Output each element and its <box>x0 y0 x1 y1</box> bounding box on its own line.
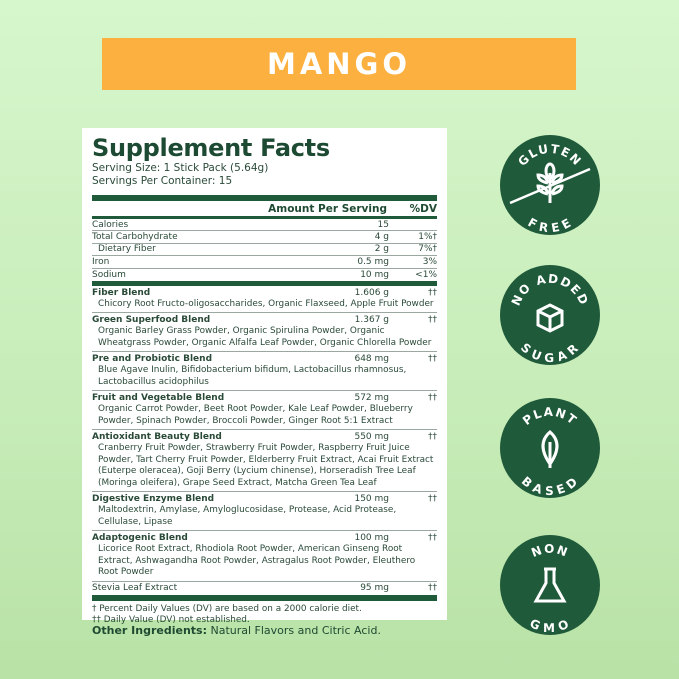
badge-gluten: GLUTEN FREE <box>498 133 602 237</box>
row-dv: <1% <box>415 269 437 280</box>
badge-top-text: NON <box>529 542 569 560</box>
row-amount: 2 g <box>374 244 389 255</box>
blend-ingredients: Blue Agave Inulin, Bifidobacterium bifid… <box>98 365 407 387</box>
svg-text:GMO: GMO <box>528 616 572 635</box>
blend-row: Green Superfood Blend 1.367 g †† Organic Ba… <box>92 313 437 353</box>
blend-row: Adaptogenic Blend 100 mg †† Licorice Root E… <box>92 531 437 582</box>
row-dv: 3% <box>422 256 437 267</box>
footnote: † Percent Daily Values (DV) are based on… <box>92 604 362 615</box>
other-ingredients: Other Ingredients: Natural Flavors and C… <box>92 624 381 637</box>
flavor-label: MANGO <box>266 47 412 81</box>
blend-amount: 150 mg <box>354 494 389 505</box>
blend-dv: †† <box>428 494 437 505</box>
blend-name: Digestive Enzyme Blend <box>92 494 215 505</box>
blend-ingredients: Cranberry Fruit Powder, Strawberry Fruit… <box>98 443 434 488</box>
blend-row: Pre and Probiotic Blend 648 mg †† Blue Agav… <box>92 352 437 392</box>
row-name: Calories <box>92 219 129 230</box>
blend-row: Digestive Enzyme Blend 150 mg †† Maltodextr… <box>92 492 437 532</box>
blend-row: Fruit and Vegetable Blend 572 mg †† Organic… <box>92 391 437 431</box>
amount-header: Amount Per Serving <box>268 202 387 215</box>
badge-bottom-text: GMO <box>528 616 571 635</box>
footnotes: † Percent Daily Values (DV) are based on… <box>92 604 437 626</box>
flavor-banner: MANGO <box>102 38 576 90</box>
blend-ingredients: Licorice Root Extract, Rhodiola Root Pow… <box>98 544 416 578</box>
blend-name: Pre and Probiotic Blend <box>92 354 213 365</box>
servings-per-container: Servings Per Container: 15 <box>92 174 233 187</box>
divider-bar <box>92 195 437 201</box>
row-amount: 95 mg <box>360 583 389 594</box>
dv-header: %DV <box>409 202 437 215</box>
row-amount: 0.5 mg <box>357 256 389 267</box>
blend-name: Fiber Blend <box>92 287 151 298</box>
blend-name: Green Superfood Blend <box>92 315 211 326</box>
wheat-icon <box>536 162 564 203</box>
blend-amount: 1.367 g <box>354 315 389 326</box>
blend-name: Adaptogenic Blend <box>92 533 188 544</box>
svg-text:NON: NON <box>529 542 570 560</box>
row-name: Sodium <box>92 269 126 280</box>
nutrient-row: Total Carbohydrate 4 g 1%† <box>92 231 437 244</box>
blend-dv: †† <box>428 432 437 443</box>
row-amount: 15 <box>377 219 389 230</box>
row-name: Stevia Leaf Extract <box>92 583 178 594</box>
blend-dv: †† <box>428 315 437 326</box>
row-dv: †† <box>428 583 437 594</box>
blend-name: Antioxidant Beauty Blend <box>92 432 222 443</box>
blend-amount: 648 mg <box>354 354 389 365</box>
row-dv: 1%† <box>418 232 437 243</box>
serving-size: Serving Size: 1 Stick Pack (5.64g) <box>92 162 269 174</box>
blend-name: Fruit and Vegetable Blend <box>92 393 225 404</box>
blend-amount: 100 mg <box>354 533 389 544</box>
blend-ingredients: Maltodextrin, Amylase, Amyloglucosidase,… <box>98 505 397 527</box>
nutrient-row: Iron 0.5 mg 3% <box>92 256 437 269</box>
blend-dv: †† <box>428 533 437 544</box>
other-value: Natural Flavors and Citric Acid. <box>206 624 381 637</box>
blend-dv: †† <box>428 354 437 365</box>
row-dv: 7%† <box>418 244 437 255</box>
row-name: Iron <box>92 256 110 267</box>
row-amount: 10 mg <box>360 269 389 280</box>
blend-amount: 572 mg <box>354 393 389 404</box>
other-label: Other Ingredients: <box>92 624 207 637</box>
blend-row: Fiber Blend 1.606 g †† Chicory Root Fructo-… <box>92 286 437 314</box>
blend-amount: 550 mg <box>354 432 389 443</box>
badge-non: NON GMO <box>498 533 602 637</box>
facts-title: Supplement Facts <box>92 134 330 162</box>
divider-bar <box>92 280 437 286</box>
row-name: Total Carbohydrate <box>92 232 178 243</box>
blend-amount: 1.606 g <box>354 287 389 298</box>
blend-dv: †† <box>428 287 437 298</box>
blend-ingredients: Chicory Root Fructo-oligosaccharides, Or… <box>98 298 434 309</box>
nutrient-row: Calories 15 <box>92 219 437 232</box>
flask-icon <box>533 567 567 603</box>
stevia-row: Stevia Leaf Extract 95 mg †† <box>92 582 437 594</box>
badge-no-added: NO ADDED SUGAR <box>498 263 602 367</box>
blend-row: Antioxidant Beauty Blend 550 mg †† Cranberr… <box>92 430 437 493</box>
blend-ingredients: Organic Barley Grass Powder, Organic Spi… <box>98 326 432 348</box>
nutrient-row: Dietary Fiber 2 g 7%† <box>92 244 437 257</box>
blend-ingredients: Organic Carrot Powder, Beet Root Powder,… <box>98 404 413 426</box>
badge-plant: PLANT BASED <box>498 396 602 500</box>
footnote: †† Daily Value (DV) not established. <box>92 615 250 626</box>
divider-bar <box>92 216 437 219</box>
row-name: Dietary Fiber <box>98 244 156 255</box>
sugar-cube-icon <box>536 303 564 333</box>
nutrient-row: Sodium 10 mg <1% <box>92 269 437 281</box>
blend-dv: †† <box>428 393 437 404</box>
row-amount: 4 g <box>374 232 389 243</box>
divider-bar <box>92 595 437 602</box>
supplement-facts-panel: Supplement Facts Serving Size: 1 Stick P… <box>82 128 447 625</box>
leaf-icon <box>541 430 559 468</box>
facts-header: Amount Per Serving %DV <box>92 201 437 216</box>
